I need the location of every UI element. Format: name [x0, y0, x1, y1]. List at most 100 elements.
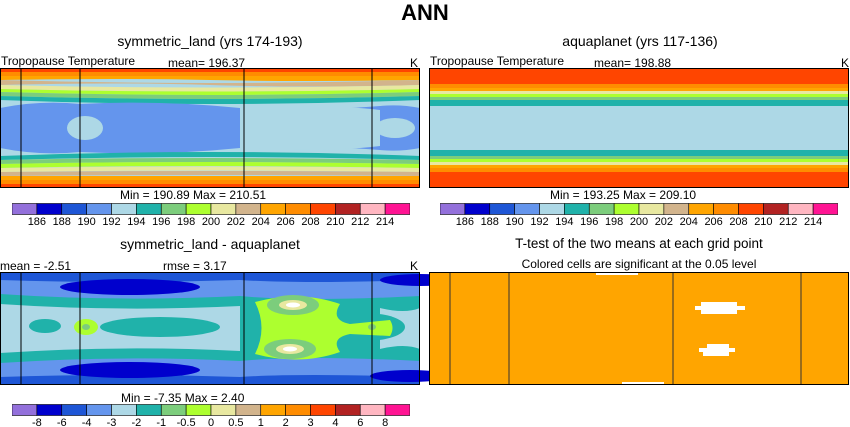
panel3-colorbar-tick-label: 8	[382, 417, 388, 427]
panel3-colorbar-tick-label: -0.5	[177, 417, 196, 427]
panel2-colorbar-swatch	[812, 203, 838, 215]
panel2-colorbar-tick-label: 194	[555, 216, 573, 228]
panel2-colorbar-swatch	[588, 203, 615, 215]
panel1-colorbar-swatch	[160, 203, 187, 215]
panel3-colorbar-tick-label: 3	[307, 417, 313, 427]
panel1-colorbar-swatch	[310, 203, 336, 215]
panel4-subtitle: Colored cells are significant at the 0.0…	[521, 257, 757, 271]
panel1-mean: mean= 196.37	[168, 56, 246, 70]
panel2-colorbar-tick-label: 208	[729, 216, 747, 228]
panel2-colorbar-tick-label: 186	[456, 216, 474, 228]
panel2-colorbar-swatch	[713, 203, 739, 215]
panel3-colorbar-tick-label: 1	[258, 417, 264, 427]
panel3-colorbar-tick-label: -1	[156, 417, 166, 427]
panel1-colorbar-swatch	[86, 203, 112, 215]
panel3-colorbar-swatch	[61, 404, 87, 416]
panel3-colorbar-tick-label: -8	[32, 417, 42, 427]
panel2-title: aquaplanet (yrs 117-136)	[562, 33, 718, 49]
panel3-colorbar-tick-label: -6	[57, 417, 67, 427]
panel1-map	[0, 68, 420, 188]
panel1-colorbar-swatch	[335, 203, 361, 215]
panel3-colorbar-tick-label: -3	[107, 417, 117, 427]
panel1-colorbar-tick-label: 202	[227, 216, 245, 228]
panel2-colorbar-tick-label: 196	[580, 216, 598, 228]
panel3-colorbar-tick-label: 0	[208, 417, 214, 427]
panel1-colorbar-swatch	[136, 203, 162, 215]
panel1-variable: Tropopause Temperature	[1, 54, 136, 68]
panel3-colorbar-swatch	[335, 404, 361, 416]
panel3-colorbar-tick-label: 0.5	[228, 417, 243, 427]
panel2-map	[429, 68, 849, 188]
panel1-colorbar-tick-label: 206	[276, 216, 294, 228]
main-title: ANN	[401, 0, 449, 25]
panel1-colorbar-tick-label: 198	[177, 216, 195, 228]
panel2-colorbar-swatch	[688, 203, 714, 215]
panel3-colorbar-swatch	[285, 404, 311, 416]
panel2-colorbar-tick-label: 210	[754, 216, 772, 228]
panel1-colorbar-swatch	[359, 203, 386, 215]
panel1-colorbar-swatch	[36, 203, 63, 215]
panel2-colorbar-swatch	[613, 203, 640, 215]
panel2-colorbar-swatch	[787, 203, 814, 215]
panel3-colorbar-swatch	[359, 404, 386, 416]
panel1-colorbar-swatch	[111, 203, 137, 215]
panel1-colorbar: 186 188 190 192 194 196 198 200 202 204 206 208 210 2…	[12, 203, 410, 228]
panel1-colorbar-tick-label: 212	[351, 216, 369, 228]
panel3-colorbar-swatch	[260, 404, 286, 416]
panel2-colorbar-tick-label: 200	[630, 216, 648, 228]
panel1-colorbar-tick-label: 200	[202, 216, 220, 228]
panel1-colorbar-swatch	[12, 203, 38, 215]
panel2-colorbar-swatch	[638, 203, 665, 215]
panel1-colorbar-tick-label: 188	[53, 216, 71, 228]
panel3-colorbar-tick-label: 4	[332, 417, 338, 427]
panel2-colorbar-swatch	[564, 203, 590, 215]
panel3-colorbar-swatch	[160, 404, 187, 416]
panel1-minmax: Min = 190.89 Max = 210.51	[120, 188, 267, 202]
panel1-units: K	[410, 56, 419, 70]
panel2-minmax: Min = 193.25 Max = 209.10	[550, 188, 697, 202]
panel2-colorbar-tick-label: 212	[779, 216, 797, 228]
panel2-colorbar-tick-label: 204	[680, 216, 698, 228]
panel1-colorbar-tick-label: 190	[77, 216, 95, 228]
panel1-colorbar-tick-label: 196	[152, 216, 170, 228]
panel1-colorbar-tick-label: 192	[102, 216, 120, 228]
panel3-title: symmetric_land - aquaplanet	[120, 236, 300, 252]
panel3-rmse: rmse = 3.17	[163, 259, 227, 273]
panel4-map	[429, 272, 849, 385]
panel2-colorbar-tick-label: 198	[605, 216, 623, 228]
panel2-colorbar: 186 188 190 192 194 196 198 200 202 204 206 208 210 2…	[440, 203, 838, 228]
panel4-title: T-test of the two means at each grid poi…	[515, 236, 763, 251]
panel3-colorbar-swatch	[384, 404, 410, 416]
panel2-colorbar-tick-label: 206	[704, 216, 722, 228]
panel1-colorbar-swatch	[235, 203, 262, 215]
panel2-colorbar-swatch	[539, 203, 565, 215]
panel2-colorbar-swatch	[738, 203, 764, 215]
panel3-map	[0, 272, 460, 385]
panel1-colorbar-tick-label: 208	[301, 216, 319, 228]
panel3-colorbar-tick-label: 2	[283, 417, 289, 427]
panel1-colorbar-swatch	[210, 203, 237, 215]
panel1-colorbar-swatch	[61, 203, 87, 215]
panel1-colorbar-tick-label: 186	[28, 216, 46, 228]
panel3-colorbar-swatch	[111, 404, 137, 416]
panel2-colorbar-swatch	[440, 203, 466, 215]
panel2-colorbar-swatch	[763, 203, 789, 215]
panel2-colorbar-swatch	[464, 203, 491, 215]
panel3-colorbar-swatch	[86, 404, 112, 416]
panel2-colorbar-tick-label: 214	[804, 216, 822, 228]
panel2-units: K	[841, 56, 850, 70]
panel2-mean: mean= 198.88	[594, 56, 672, 70]
panel3-colorbar-swatch	[185, 404, 212, 416]
panel1-colorbar-tick-label: 214	[376, 216, 394, 228]
panel3-units: K	[410, 259, 419, 273]
panel3-colorbar-tick-label: -2	[131, 417, 141, 427]
panel3-colorbar-tick-label: 6	[357, 417, 363, 427]
panel3-colorbar-swatch	[235, 404, 262, 416]
panel3-mean: mean = -2.51	[0, 259, 72, 273]
panel2-variable: Tropopause Temperature	[430, 54, 565, 68]
panel1-colorbar-swatch	[384, 203, 410, 215]
panel2-colorbar-swatch	[489, 203, 515, 215]
panel2-colorbar-swatch	[663, 203, 690, 215]
panel3-colorbar-swatch	[12, 404, 38, 416]
panel3-colorbar-swatch	[136, 404, 162, 416]
